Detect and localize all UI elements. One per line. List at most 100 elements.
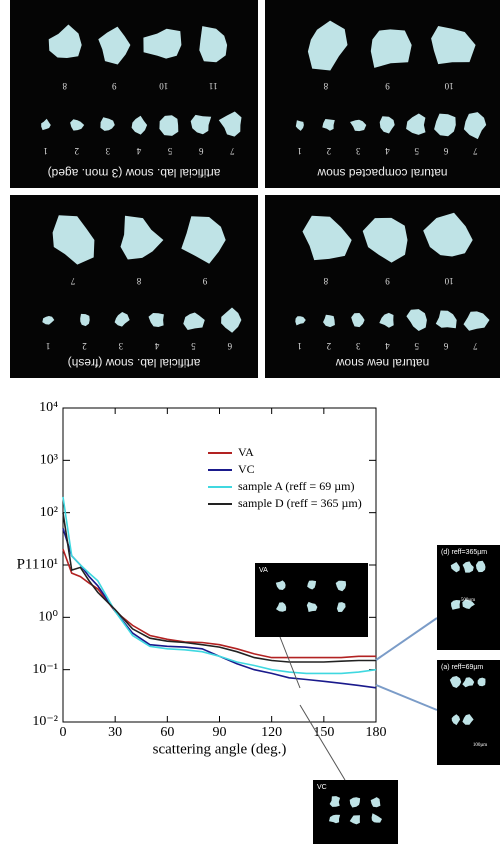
particle xyxy=(52,215,95,265)
connector xyxy=(375,684,438,711)
series-line xyxy=(62,512,376,663)
particle xyxy=(462,677,475,688)
inset-bg xyxy=(437,660,500,765)
panel-bg xyxy=(265,0,500,188)
particle-label: 6 xyxy=(199,146,204,156)
particle xyxy=(221,307,242,333)
y-tick-label: 10¹ xyxy=(40,557,58,572)
particle-label: 10 xyxy=(159,81,169,91)
particle-label: 4 xyxy=(136,146,141,156)
inset-image: (d) reff=365µm xyxy=(437,545,500,650)
particle-label: 8 xyxy=(323,81,328,91)
particle-label: 7 xyxy=(70,276,75,286)
particle-label: 9 xyxy=(112,81,117,91)
x-tick-label: 120 xyxy=(261,725,282,740)
image-panel: 8 9 10 1 2 3 4 5 6 7 natural compacted snow xyxy=(265,0,500,188)
particle-label: 3 xyxy=(355,341,360,351)
connector xyxy=(279,636,301,689)
particle-label: 10 xyxy=(444,81,454,91)
particle xyxy=(307,20,348,71)
x-tick-label: 180 xyxy=(366,725,387,740)
particle xyxy=(41,118,51,131)
particle xyxy=(181,216,226,264)
particle-label: 7 xyxy=(473,341,478,351)
particle xyxy=(423,212,473,257)
particle xyxy=(379,116,395,134)
legend-label: VA xyxy=(238,445,254,459)
particle xyxy=(323,314,335,328)
particle xyxy=(462,599,475,609)
particle-label: 4 xyxy=(154,341,159,351)
particle-label: 6 xyxy=(443,341,448,351)
particle-label: 9 xyxy=(202,276,207,286)
particle xyxy=(350,119,367,132)
inset-bg xyxy=(313,780,398,844)
particle-label: 7 xyxy=(473,146,478,156)
particle xyxy=(114,312,130,327)
particle xyxy=(431,26,476,65)
x-tick-label: 30 xyxy=(108,725,122,740)
particle-label: 5 xyxy=(414,341,419,351)
image-panel: 7 8 9 1 2 3 4 5 6 artificial lab. snow (fresh) xyxy=(10,195,258,378)
particle-label: 6 xyxy=(443,146,448,156)
series-line xyxy=(62,528,377,689)
particle xyxy=(295,316,306,326)
particle-label: 1 xyxy=(43,146,48,156)
y-tick-label: 10² xyxy=(40,505,58,520)
particle xyxy=(159,115,179,136)
particle-label: 2 xyxy=(82,341,87,351)
series-line xyxy=(62,496,377,675)
panel-caption: artificial lab. snow (3 mon. aged) xyxy=(48,166,221,180)
particle xyxy=(302,215,352,261)
particle xyxy=(276,602,287,612)
legend-label: sample D (reff = 365 µm) xyxy=(238,496,362,510)
scale-label: 100µm xyxy=(473,743,487,748)
particle xyxy=(406,309,427,331)
particle-label: 8 xyxy=(136,276,141,286)
y-tick-label: 10⁻¹ xyxy=(32,662,58,677)
particle xyxy=(349,815,360,825)
particle xyxy=(462,561,474,573)
particle xyxy=(70,119,85,131)
particle-label: 4 xyxy=(385,146,390,156)
connector xyxy=(375,617,438,661)
particle xyxy=(295,120,304,131)
particle-label: 6 xyxy=(227,341,232,351)
particle xyxy=(463,112,487,140)
particle xyxy=(475,560,486,573)
particle xyxy=(449,676,462,688)
x-tick-label: 0 xyxy=(60,725,67,740)
particle xyxy=(370,29,412,68)
particle-label: 1 xyxy=(297,341,302,351)
inset-image: (a) reff=69µm xyxy=(437,660,500,765)
particle-label: 3 xyxy=(118,341,123,351)
particle-label: 1 xyxy=(46,341,51,351)
particle xyxy=(143,28,182,59)
particle xyxy=(379,312,394,328)
particle xyxy=(322,119,335,131)
inset-label: (a) reff=69µm xyxy=(441,664,483,671)
particle xyxy=(463,311,490,331)
particle-label: 11 xyxy=(209,81,218,91)
particle-label: 9 xyxy=(385,276,390,286)
particle xyxy=(48,24,82,58)
inset-image: VC xyxy=(313,780,398,844)
inset-label: VA xyxy=(259,567,268,574)
particle xyxy=(306,601,318,612)
inset-bg xyxy=(255,563,368,637)
particle xyxy=(370,797,381,808)
particle xyxy=(307,580,317,590)
particle xyxy=(450,562,460,573)
panel-caption: natural compacted snow xyxy=(317,166,447,180)
particle xyxy=(98,26,131,65)
connector xyxy=(299,704,346,781)
particle xyxy=(477,677,486,687)
particle-label: 2 xyxy=(327,146,332,156)
particle-label: 9 xyxy=(385,81,390,91)
particle-label: 3 xyxy=(355,146,360,156)
x-tick-label: 90 xyxy=(213,725,227,740)
particle xyxy=(406,113,426,135)
y-tick-label: 10⁻² xyxy=(32,714,58,729)
